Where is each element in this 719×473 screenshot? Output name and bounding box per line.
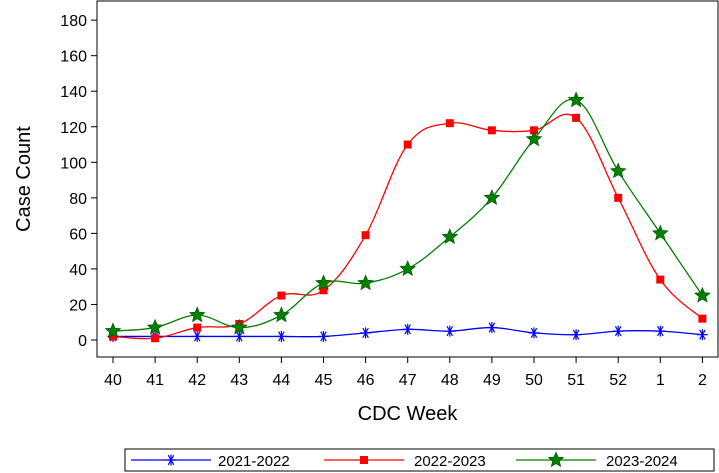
series-2022-2023: [109, 113, 707, 343]
data-point: [614, 193, 623, 202]
data-point: [567, 91, 585, 108]
legend-item: 2023-2024: [516, 451, 678, 470]
data-point: [441, 228, 459, 245]
data-point: [444, 325, 456, 337]
x-tick-label: 42: [188, 372, 206, 389]
x-axis-title: CDC Week: [358, 403, 459, 425]
data-point: [361, 231, 370, 240]
legend-marker: [360, 456, 368, 464]
data-point: [402, 323, 414, 335]
y-tick-label: 120: [60, 120, 87, 137]
data-point: [694, 286, 711, 303]
legend-label: 2021-2022: [218, 453, 290, 470]
y-tick-label: 80: [69, 191, 87, 208]
x-tick-label: 41: [146, 372, 164, 389]
y-tick-label: 40: [69, 262, 87, 279]
x-tick-label: 43: [230, 372, 248, 389]
data-point: [698, 314, 707, 323]
data-point: [319, 286, 328, 295]
data-point: [357, 274, 374, 291]
data-point: [193, 323, 202, 332]
data-point: [360, 327, 372, 339]
x-tick-label: 40: [104, 372, 122, 389]
legend-marker: [547, 451, 565, 468]
y-axis: 0 20 40 60 80 100 120 140 160 180: [60, 13, 97, 350]
data-point: [188, 306, 206, 323]
data-point: [651, 224, 669, 241]
data-point: [399, 260, 417, 277]
data-point: [146, 318, 164, 335]
series-layer: [104, 91, 711, 343]
legend-item: 2022-2023: [324, 453, 486, 470]
data-point: [403, 140, 412, 149]
x-tick-label: 51: [567, 372, 585, 389]
y-tick-label: 160: [60, 49, 87, 66]
data-point: [191, 330, 203, 342]
data-point: [525, 130, 543, 147]
legend-marker: [165, 454, 177, 466]
data-point: [277, 291, 286, 300]
data-point: [572, 113, 581, 122]
legend: 2021-2022 2022-2023 2023-2024: [124, 448, 715, 472]
x-tick-label: 46: [357, 372, 375, 389]
legend-item: 2021-2022: [131, 453, 290, 470]
data-point: [483, 189, 501, 205]
data-point: [233, 330, 245, 342]
x-tick-label: 48: [441, 372, 459, 389]
x-tick-label: 50: [525, 372, 543, 389]
y-axis-title: Case Count: [13, 126, 35, 232]
legend-label: 2022-2023: [414, 453, 486, 470]
data-point: [654, 325, 666, 337]
y-tick-label: 140: [60, 84, 87, 101]
x-tick-label: 2: [698, 372, 707, 389]
data-point: [696, 329, 708, 341]
plot-frame: [96, 0, 719, 358]
y-tick-label: 100: [60, 155, 87, 172]
series-2023-2024: [104, 91, 711, 339]
data-point: [230, 318, 248, 335]
data-point: [528, 327, 540, 339]
x-axis: 40 41 42 43 44 45 46 47 48 49 50 51 52 1 2: [104, 357, 707, 389]
y-tick-label: 20: [69, 297, 87, 314]
data-point: [609, 162, 627, 179]
plot-area: [96, 0, 719, 358]
data-point: [570, 329, 582, 341]
series-line: [112, 98, 703, 332]
legend-box: [124, 448, 715, 472]
x-tick-label: 47: [399, 372, 417, 389]
data-point: [275, 330, 287, 342]
x-tick-label: 49: [483, 372, 501, 389]
x-tick-label: 45: [315, 372, 333, 389]
legend-label: 2023-2024: [606, 453, 678, 470]
data-point: [530, 126, 538, 135]
data-point: [486, 322, 498, 334]
y-tick-label: 0: [78, 333, 87, 350]
series-2021-2022: [107, 322, 708, 342]
x-tick-label: 52: [609, 372, 627, 389]
y-tick-label: 180: [60, 13, 87, 30]
data-point: [445, 119, 454, 128]
data-point: [656, 275, 665, 284]
data-point: [104, 322, 122, 339]
data-point: [109, 332, 117, 341]
data-point: [612, 325, 624, 337]
x-tick-label: 44: [273, 372, 291, 389]
data-point: [318, 330, 329, 342]
data-point: [273, 306, 290, 323]
data-point: [315, 274, 332, 291]
data-point: [151, 334, 160, 343]
x-tick-label: 1: [656, 372, 665, 389]
data-point: [487, 126, 496, 135]
y-tick-label: 60: [69, 226, 87, 243]
